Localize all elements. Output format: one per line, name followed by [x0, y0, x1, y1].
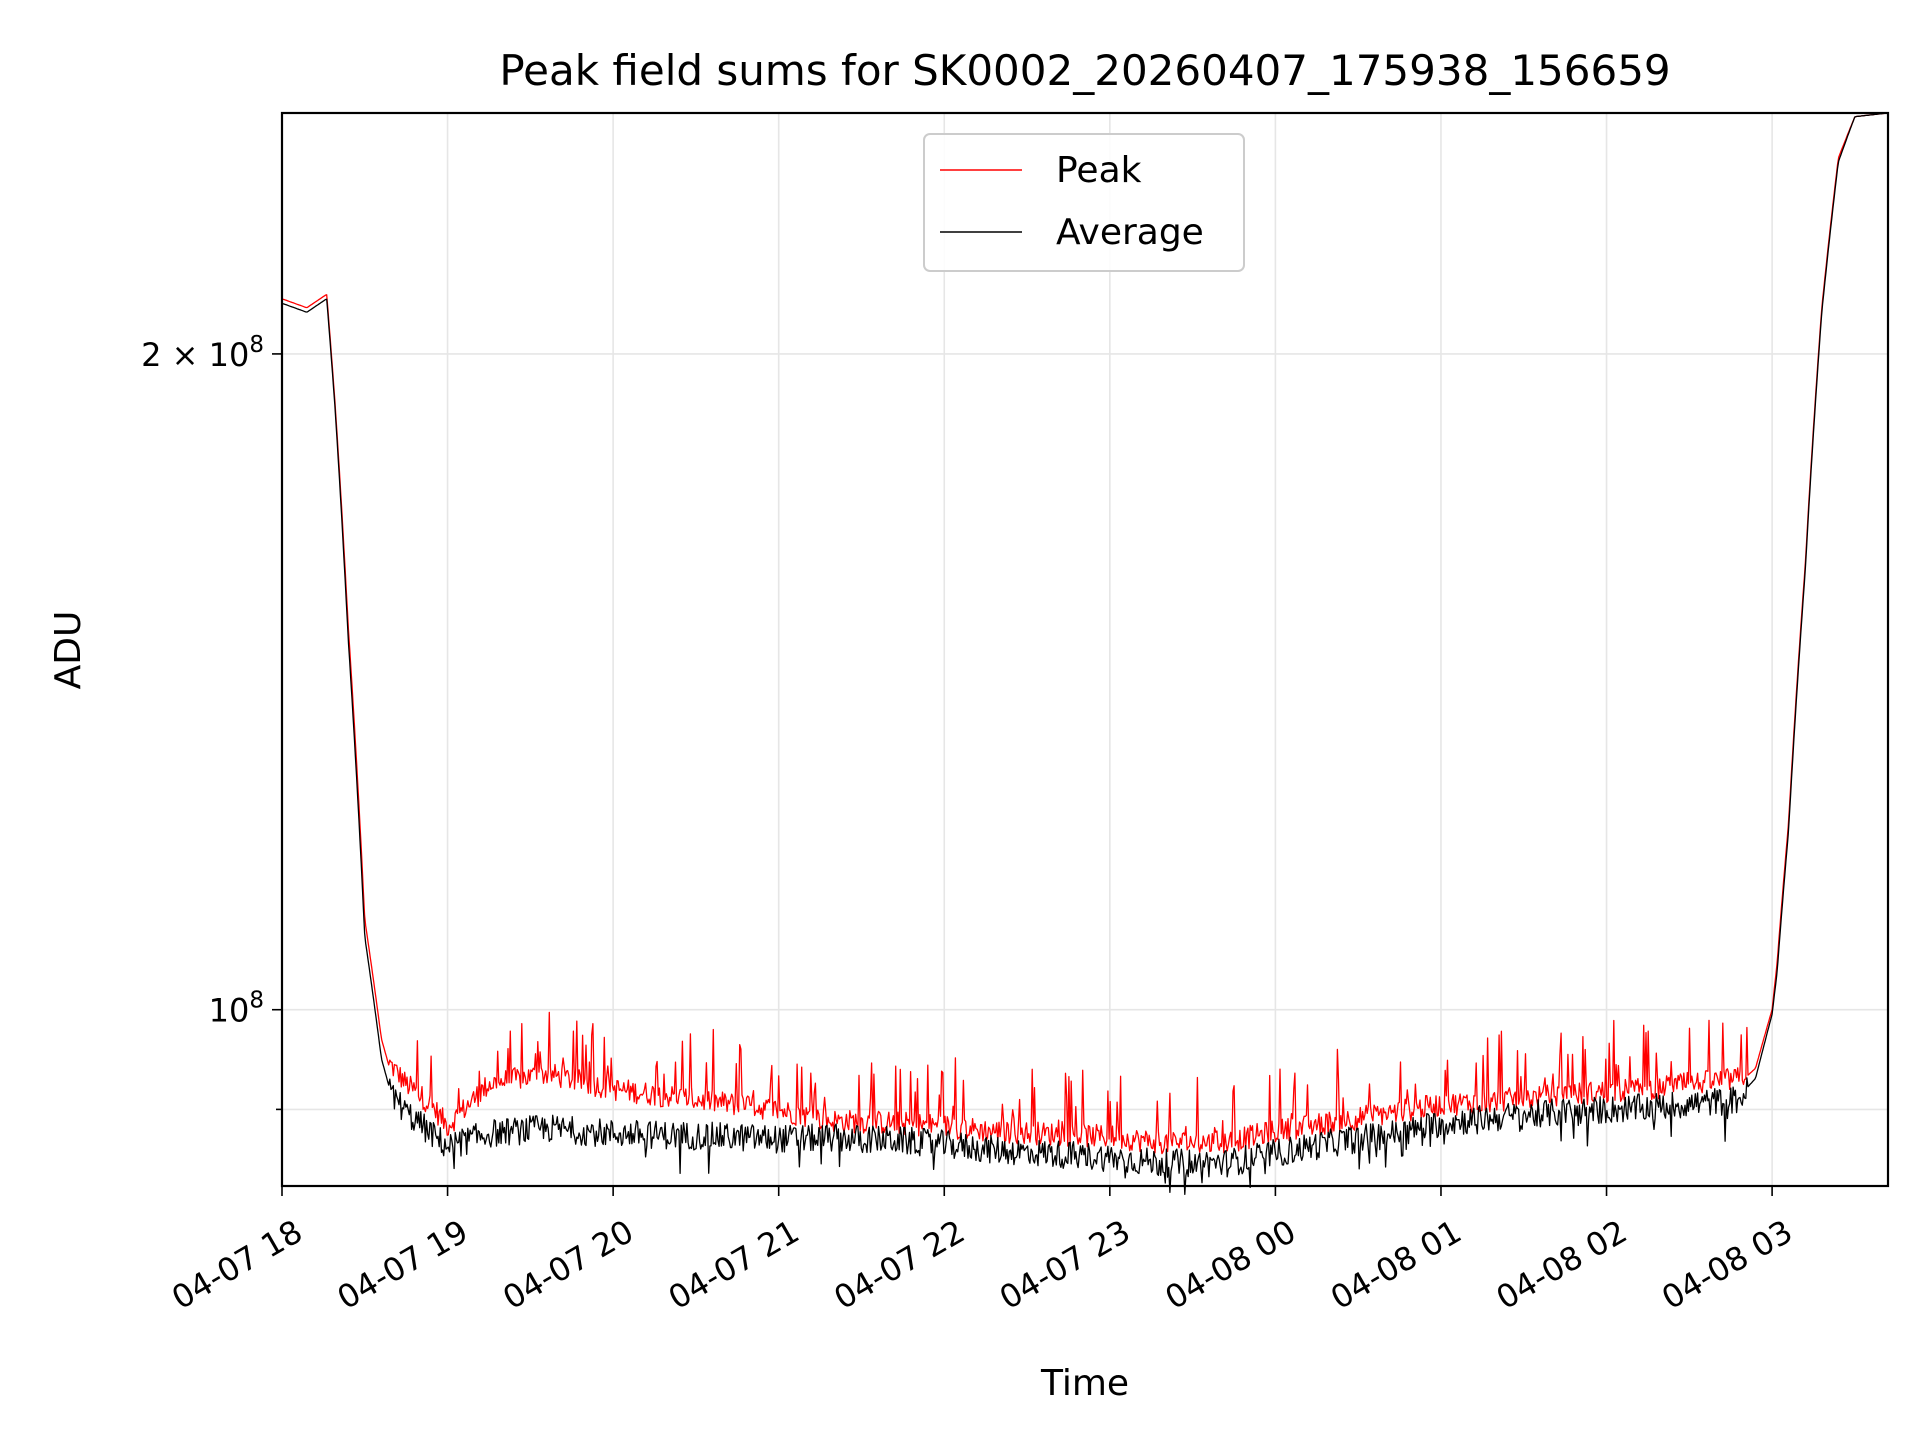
x-axis-label: Time	[1040, 1363, 1129, 1404]
plot-frame	[280, 111, 1890, 1188]
legend-label-peak: Peak	[1056, 150, 1142, 191]
x-tick-label: 04-07 20	[496, 1212, 640, 1317]
y-axis-ticks: 108 2 × 108	[141, 332, 282, 1111]
chart-title: Peak field sums for SK0002_20260407_1759…	[499, 46, 1670, 95]
x-tick-label: 04-08 02	[1490, 1212, 1634, 1317]
x-tick-label: 04-08 01	[1324, 1212, 1468, 1317]
series-lines	[281, 112, 1889, 1195]
grid	[281, 113, 1888, 1186]
y-tick-label: 2 × 108	[141, 332, 264, 374]
y-tick-label: 108	[209, 988, 264, 1030]
legend-label-average: Average	[1056, 212, 1204, 253]
legend-box	[923, 133, 1245, 272]
x-axis-ticks: 04-07 18 04-07 19 04-07 20 04-07 21 04-07 22…	[165, 1186, 1799, 1317]
x-tick-label: 04-07 21	[662, 1212, 806, 1317]
x-tick-label: 04-07 23	[993, 1212, 1137, 1317]
legend: Peak Average	[923, 133, 1245, 272]
series-line-average	[281, 112, 1889, 1195]
x-tick-label: 04-08 00	[1159, 1212, 1303, 1317]
x-tick-label: 04-08 03	[1655, 1212, 1799, 1317]
x-tick-label: 04-07 22	[827, 1212, 971, 1317]
x-tick-label: 04-07 19	[331, 1212, 475, 1317]
y-axis-label: ADU	[48, 611, 89, 690]
x-tick-label: 04-07 18	[165, 1212, 309, 1317]
series-line-peak	[281, 112, 1889, 1155]
